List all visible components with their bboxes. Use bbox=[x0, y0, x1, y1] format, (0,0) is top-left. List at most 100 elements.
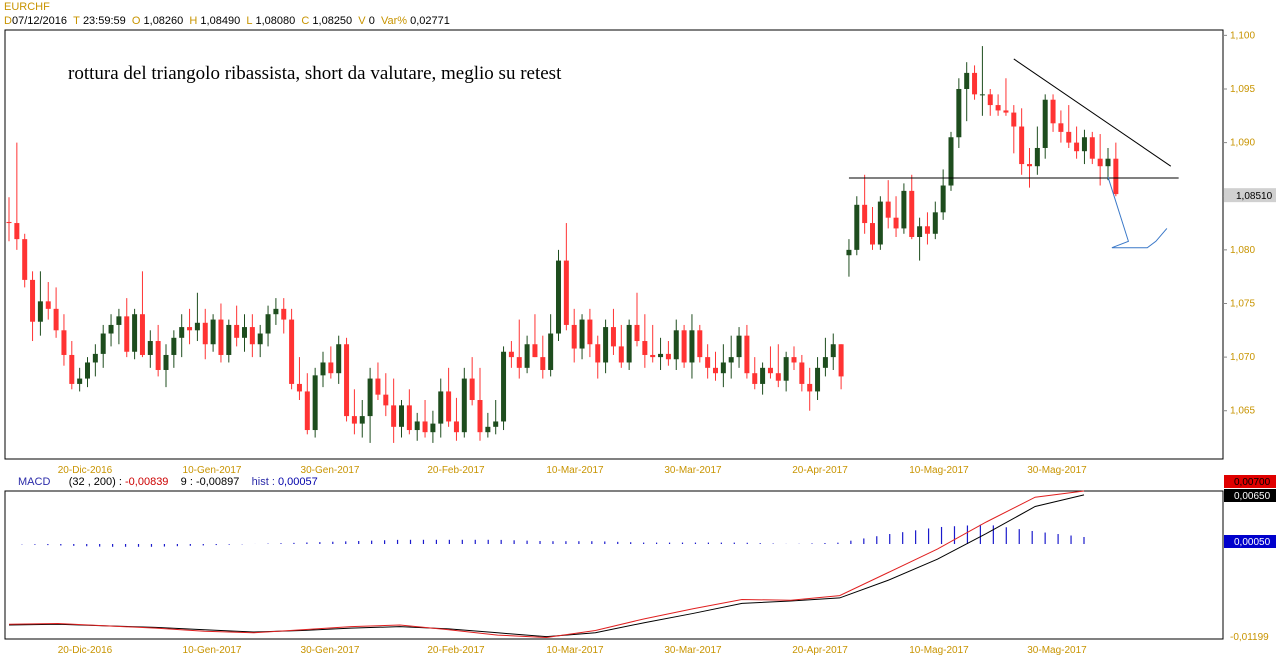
candle-up bbox=[461, 378, 467, 433]
candle-up bbox=[940, 185, 946, 213]
volume-value: 0 bbox=[368, 15, 375, 27]
candle-up bbox=[548, 333, 554, 370]
candle-up bbox=[85, 362, 90, 379]
x-tick-label: 20-Dic-2016 bbox=[58, 465, 113, 476]
candle-up bbox=[1034, 147, 1040, 167]
candle-up bbox=[760, 367, 766, 384]
candle-down bbox=[563, 260, 569, 325]
ohlc-readout: D07/12/2016 T 23:59:59 O 1,08260 H 1,084… bbox=[4, 15, 450, 27]
signal-line bbox=[8, 494, 1085, 638]
trend-lines bbox=[848, 58, 1179, 249]
hist-value-label: 0,00050 bbox=[1234, 537, 1271, 548]
chart-annotation: rottura del triangolo ribassista, short … bbox=[68, 63, 562, 84]
x-tick-label: 10-Gen-2017 bbox=[183, 465, 242, 476]
candle-down bbox=[202, 322, 208, 345]
candle-down bbox=[1097, 158, 1103, 167]
candle-down bbox=[1003, 110, 1009, 113]
candle-up bbox=[673, 330, 679, 360]
candle-down bbox=[296, 383, 302, 392]
macd-x-tick-label: 10-Gen-2017 bbox=[183, 645, 242, 656]
candle-down bbox=[391, 405, 397, 427]
macd-value-box bbox=[1224, 475, 1276, 488]
candle-down bbox=[453, 421, 459, 433]
symbol-label: EURCHF bbox=[4, 1, 50, 13]
macd-x-tick-label: 30-Mar-2017 bbox=[664, 645, 722, 656]
candle-up bbox=[92, 353, 98, 363]
candle-up bbox=[37, 301, 43, 322]
price-y-axis: 1,1001,0951,0901,0851,0801,0751,0701,065… bbox=[1223, 30, 1276, 417]
candle-up bbox=[367, 378, 373, 417]
price-x-axis: 20-Dic-2016 10-Gen-2017 30-Gen-2017 20-Feb-… bbox=[58, 465, 1087, 476]
candle-down bbox=[124, 316, 130, 352]
candle-up bbox=[1105, 158, 1111, 167]
macd-x-tick-label: 10-Mar-2017 bbox=[546, 645, 604, 656]
candle-up bbox=[501, 351, 507, 422]
candle-up bbox=[493, 421, 499, 427]
candle-up bbox=[430, 423, 436, 433]
candle-up bbox=[171, 337, 177, 355]
low-value: 1,08080 bbox=[255, 15, 296, 27]
last-price-box bbox=[1224, 188, 1276, 203]
y-tick-label: 1,090 bbox=[1230, 138, 1255, 149]
candle-down bbox=[249, 327, 255, 345]
candle-down bbox=[1019, 126, 1025, 165]
hist-value: 0,00057 bbox=[277, 476, 318, 488]
macd-value-label: 0,00700 bbox=[1234, 477, 1271, 488]
candle-down bbox=[610, 327, 616, 347]
macd-x-tick-label: 20-Feb-2017 bbox=[427, 645, 485, 656]
candle-down bbox=[650, 354, 656, 358]
candle-down bbox=[187, 327, 193, 331]
volume-key: V bbox=[358, 15, 366, 27]
candle-up bbox=[524, 344, 530, 368]
candle-up bbox=[854, 204, 860, 250]
date-key: D bbox=[4, 15, 12, 27]
candle-down bbox=[1074, 142, 1080, 152]
close-value: 1,08250 bbox=[312, 15, 353, 27]
candle-up bbox=[603, 327, 609, 363]
candle-up bbox=[728, 357, 734, 363]
high-key: H bbox=[189, 15, 198, 27]
candle-up bbox=[359, 416, 365, 424]
candle-down bbox=[477, 400, 483, 433]
candle-up bbox=[626, 324, 632, 363]
candle-down bbox=[1113, 158, 1119, 195]
candle-down bbox=[218, 319, 224, 355]
candle-up bbox=[658, 353, 664, 358]
y-tick-label: 1,075 bbox=[1230, 298, 1255, 309]
candle-down bbox=[516, 357, 522, 368]
price-candles bbox=[6, 46, 1119, 443]
y-tick-label: 1,100 bbox=[1230, 30, 1255, 41]
macd-x-tick-label: 30-Gen-2017 bbox=[301, 645, 360, 656]
macd-header: MACD (32 , 200) : -0,00839 9 : -0,00897 … bbox=[18, 476, 318, 488]
hist-label: hist : bbox=[251, 476, 275, 488]
x-tick-label: 30-Gen-2017 bbox=[301, 465, 360, 476]
time-key: T bbox=[73, 15, 80, 27]
candle-up bbox=[147, 341, 153, 355]
candle-down bbox=[642, 341, 648, 355]
var-key: Var% bbox=[380, 15, 408, 27]
candle-down bbox=[14, 223, 20, 240]
macd-x-tick-label: 20-Dic-2016 bbox=[58, 645, 113, 656]
candle-down bbox=[838, 344, 844, 377]
candle-up bbox=[689, 330, 695, 363]
candle-up bbox=[194, 322, 200, 331]
macd-params: (32 , 200) : bbox=[68, 476, 122, 488]
candle-down bbox=[422, 421, 428, 433]
candle-up bbox=[312, 375, 318, 431]
candle-down bbox=[697, 330, 703, 358]
candle-down bbox=[791, 357, 797, 363]
candle-down bbox=[406, 405, 412, 431]
candle-down bbox=[752, 373, 758, 384]
candle-down bbox=[532, 344, 538, 358]
x-tick-label: 10-Mar-2017 bbox=[546, 465, 604, 476]
candle-up bbox=[783, 357, 789, 381]
x-tick-label: 30-Mag-2017 bbox=[1027, 465, 1087, 476]
y-tick-label: 1,070 bbox=[1230, 352, 1255, 363]
y-tick-label: 1,095 bbox=[1230, 84, 1255, 95]
candle-down bbox=[987, 94, 993, 106]
macd-line bbox=[8, 490, 1085, 638]
candle-up bbox=[273, 308, 279, 315]
forecast-arrow bbox=[1107, 176, 1168, 249]
macd-label: MACD bbox=[18, 476, 51, 488]
